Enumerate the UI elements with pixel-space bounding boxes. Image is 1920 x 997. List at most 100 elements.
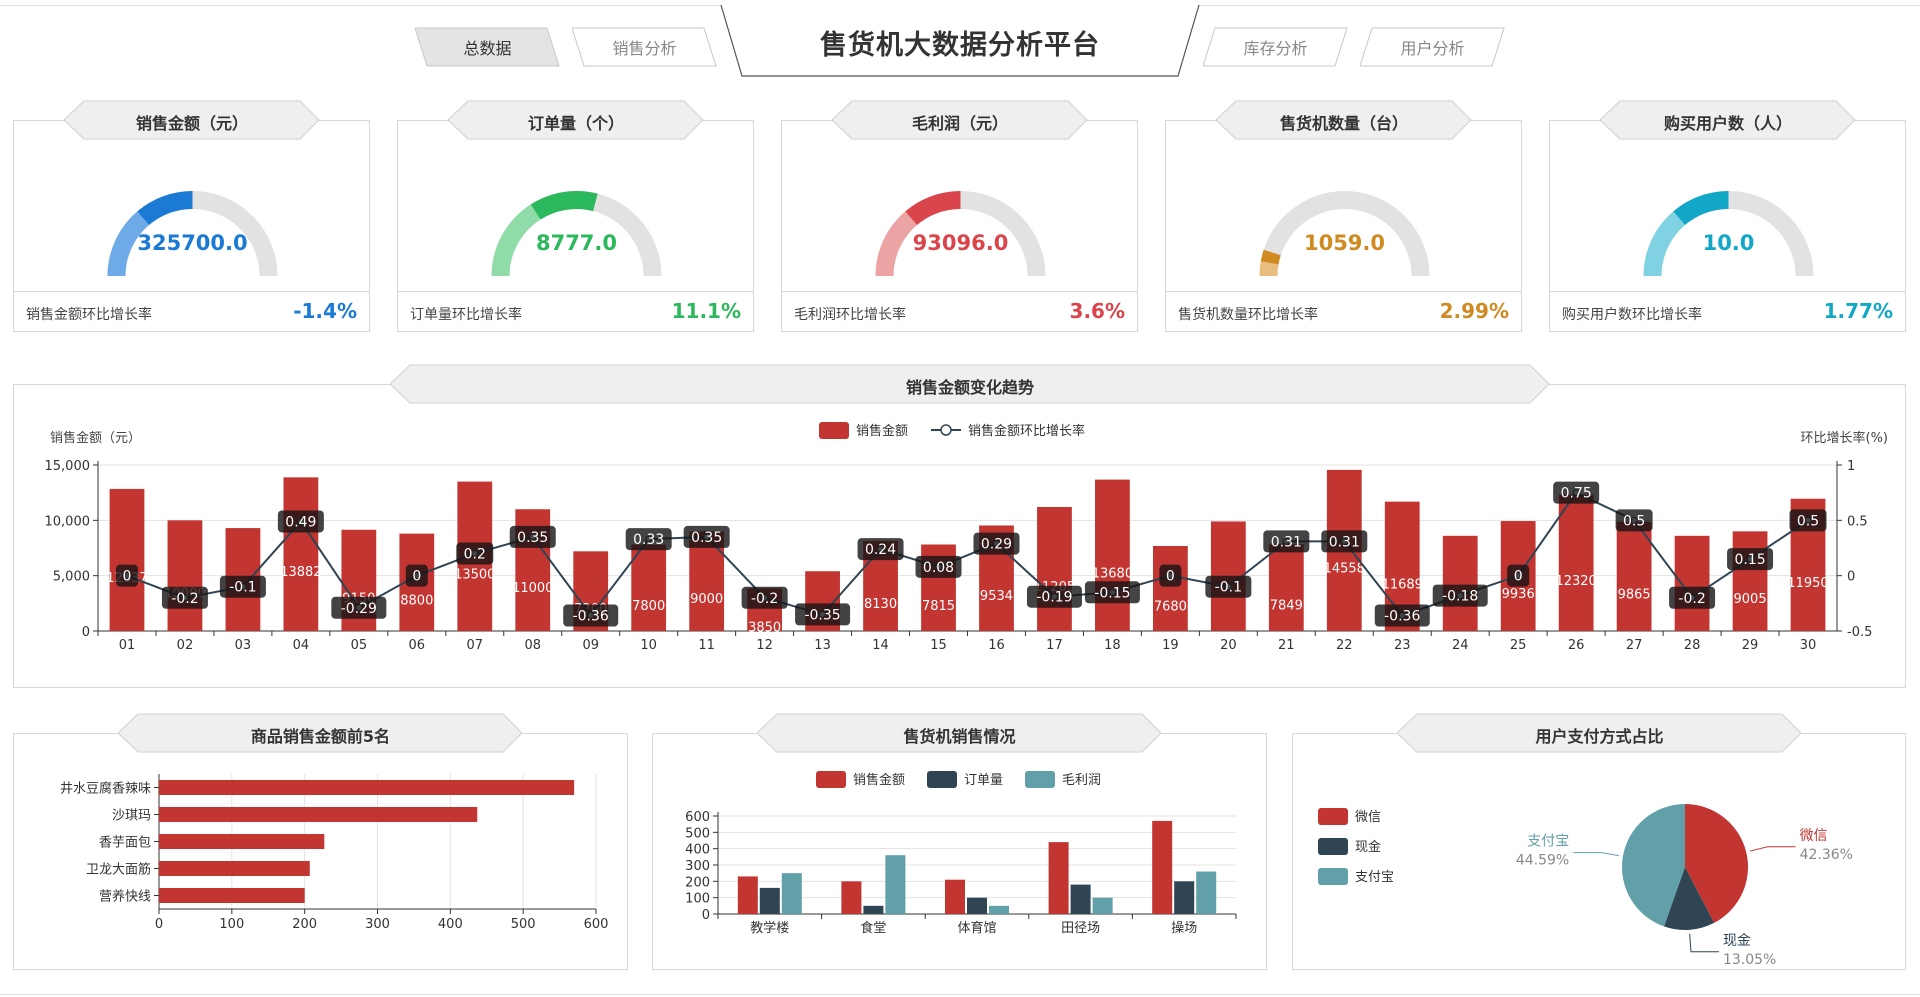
growth-rate-label-bg (1263, 530, 1310, 553)
x-tick-label: 29 (1742, 638, 1759, 653)
growth-rate-label: 0 (412, 569, 421, 585)
x-tick-label: 20 (1220, 638, 1237, 653)
machine-bar (781, 873, 802, 914)
kpi-title-text: 购买用户数（人） (1663, 114, 1792, 133)
gauge-chart (107, 191, 278, 276)
growth-rate-label: -0.1 (1215, 580, 1242, 596)
legend-label: 销售金额 (856, 423, 908, 439)
legend-swatch (1318, 808, 1348, 825)
trend-bar (1674, 535, 1710, 631)
trend-chart: 销售金额（元） 环比增长率(%) 销售金额 销售金额环比增长率 0 5,000 10,000… (45, 422, 1888, 653)
bar-data-label: 9000 (690, 592, 723, 607)
top5-bar (159, 807, 478, 822)
x-tick-label: 16 (988, 638, 1005, 653)
rate-label: 售货机数量环比增长率 (1178, 307, 1318, 323)
x-tick-label: 体育馆 (957, 920, 996, 936)
growth-rate-label-bg (1159, 564, 1182, 587)
trend-bar (1152, 546, 1188, 631)
growth-rate-label: -0.29 (341, 601, 377, 617)
top5-bar (159, 861, 310, 876)
growth-rate-label: 0.5 (1797, 513, 1819, 529)
top5-bar (159, 780, 575, 795)
kpi-title-sales-amount: 销售金额（元） (64, 100, 320, 140)
machine-title-text: 售货机销售情况 (903, 727, 1016, 746)
bar-data-label: 7800 (632, 599, 665, 614)
rate-value: 11.1% (671, 299, 741, 323)
tab-user-analysis[interactable]: 用户分析 (1360, 27, 1505, 67)
growth-rate-label: 0.29 (981, 537, 1012, 553)
y-tick-label-right: 0 (1847, 570, 1855, 585)
y-axis-title: 销售金额（元） (50, 430, 141, 446)
tab-sales-analysis-label: 销售分析 (612, 39, 677, 58)
card-divider (398, 291, 753, 292)
y-tick-label: 0 (82, 625, 90, 640)
tab-overview[interactable]: 总数据 (415, 27, 560, 67)
trend-bar (109, 488, 145, 631)
x-tick-label: 18 (1104, 638, 1121, 653)
pie-slice (1622, 804, 1685, 927)
kpi-title-text: 毛利润（元） (911, 114, 1008, 133)
legend-swatch (1025, 771, 1055, 788)
legend-swatch (1318, 838, 1348, 855)
growth-rate-label-bg (625, 528, 672, 551)
x-tick-label: 06 (409, 638, 426, 653)
growth-rate-label: -0.36 (573, 609, 609, 625)
growth-rate-label-bg (277, 510, 324, 533)
x-tick-label: 15 (930, 638, 947, 653)
trend-bar (1037, 506, 1072, 631)
bar-data-label: 13680 (1092, 566, 1133, 581)
growth-rate-label-bg (1553, 481, 1600, 504)
trend-bar (1616, 521, 1652, 631)
tab-sales-analysis[interactable]: 销售分析 (572, 27, 717, 67)
y-tick-label-right: 1 (1847, 459, 1855, 474)
growth-rate-label: 0.2 (464, 547, 486, 563)
bar-data-label: 7680 (1154, 600, 1187, 615)
tab-user-analysis-label: 用户分析 (1400, 39, 1465, 58)
kpi-card-gross-profit: 93096.0 毛利润环比增长率 3.6% (781, 120, 1138, 332)
trend-bar (1442, 535, 1478, 631)
growth-rate-label: -0.2 (751, 591, 778, 607)
y-tick-label: 卫龙大面筋 (86, 862, 151, 878)
y-tick-label: 400 (685, 843, 710, 858)
rate-label: 销售金额环比增长率 (26, 307, 152, 323)
growth-rate-label: 0 (1514, 569, 1523, 585)
gauge-progress (1673, 191, 1729, 226)
x-tick-label: 26 (1568, 638, 1585, 653)
trend-bar (167, 520, 203, 631)
title-ribbon (1600, 100, 1856, 140)
machine-bar (885, 855, 906, 914)
tab-inventory-analysis[interactable]: 库存分析 (1203, 27, 1348, 67)
legend-label: 现金 (1355, 839, 1381, 855)
growth-rate-label-bg (405, 564, 428, 587)
rate-value: 2.99% (1439, 299, 1509, 323)
card-divider (14, 291, 369, 292)
kpi-title-buyers: 购买用户数（人） (1600, 100, 1856, 140)
kpi-title-text: 订单量（个） (527, 114, 624, 133)
page-header: 总数据 销售分析 售货机大数据分析平台 库存分析 用户分析 (0, 0, 1920, 80)
bar-data-label: 13882 (280, 565, 321, 580)
growth-rate-label-bg (1507, 564, 1530, 587)
y-tick-label: 200 (685, 875, 710, 890)
growth-rate-label: 0.24 (865, 542, 896, 558)
kpi-title-text: 售货机数量（台） (1279, 114, 1408, 133)
bar-data-label: 12320 (1555, 574, 1596, 589)
gauge-chart (1259, 191, 1430, 276)
gauge-value: 93096.0 (912, 231, 1009, 255)
x-tick-label: 01 (119, 638, 136, 653)
y-tick-label-right: -0.5 (1847, 625, 1872, 640)
title-ribbon (832, 100, 1088, 140)
rate-label: 毛利润环比增长率 (794, 307, 906, 323)
y-tick-label: 300 (685, 859, 710, 874)
growth-rate-label: -0.36 (1384, 609, 1420, 625)
x-tick-label: 400 (438, 917, 463, 932)
growth-rate-label-bg (741, 586, 788, 609)
top5-title-text: 商品销售金额前5名 (250, 727, 391, 746)
gauge-progress-light (1643, 211, 1685, 276)
card-divider (1550, 291, 1905, 292)
legend-swatch (927, 771, 957, 788)
title-ribbon (1397, 713, 1802, 753)
legend-swatch-bar (819, 422, 849, 439)
card-divider (1166, 291, 1521, 292)
y-tick-label-right: 0.5 (1847, 514, 1868, 529)
x-tick-label: 600 (584, 917, 609, 932)
